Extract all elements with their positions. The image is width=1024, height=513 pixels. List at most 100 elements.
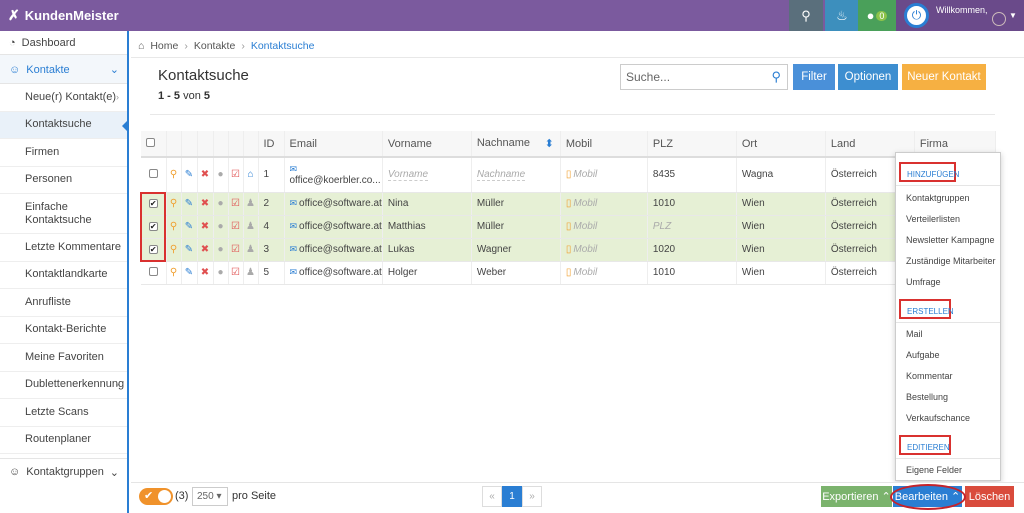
edit-icon[interactable]: ✎	[181, 261, 198, 285]
col-plz[interactable]: PLZ	[647, 131, 737, 158]
user-menu[interactable]: ⏻ Willkommen, ▼	[896, 0, 1024, 31]
sidebar-item-kontaktsuche[interactable]: Kontaktsuche	[0, 111, 129, 139]
selection-highlight	[140, 192, 166, 262]
divider	[150, 114, 995, 115]
sidebar-item-neuer-kontakt[interactable]: Neue(r) Kontakt(e) ›	[0, 84, 127, 112]
table-row[interactable]: ⚲ ✎ ✖ ● ☑ ♟ 5 ✉ office@software.at Holger…	[141, 261, 997, 285]
avatar[interactable]	[992, 12, 1006, 26]
comment-icon[interactable]: ●	[213, 157, 229, 193]
row-checkbox[interactable]: ✔	[141, 192, 167, 216]
pagination: « 1 »	[482, 486, 542, 507]
search-icon[interactable]: ⚲	[166, 157, 182, 193]
trash-icon[interactable]: ✖	[197, 157, 214, 193]
sidebar-item-letzte-kommentare[interactable]: Letzte Kommentare	[0, 234, 127, 262]
task-icon[interactable]: ☑	[228, 261, 244, 285]
next-page[interactable]: »	[522, 486, 542, 507]
col-ort[interactable]: Ort	[736, 131, 826, 158]
search-icon[interactable]: ⚲	[789, 0, 823, 31]
breadcrumb-parent[interactable]: Kontakte	[193, 40, 236, 52]
brand[interactable]: ✗ KundenMeister	[8, 7, 119, 24]
task-icon[interactable]: ☑	[228, 192, 244, 216]
contacts-table: ID Email Vorname Nachname ⬍ Mobil PLZ Ort…	[141, 131, 997, 285]
delete-button[interactable]: Löschen	[965, 486, 1014, 507]
sidebar-item-meine-favoriten[interactable]: Meine Favoriten	[0, 344, 127, 372]
table-row[interactable]: ✔ ⚲ ✎ ✖ ● ☑ ♟ 4 ✉ office@software.at Matt…	[141, 215, 997, 239]
menu-item[interactable]: Verteilerlisten	[906, 214, 961, 224]
breadcrumb-home[interactable]: Home	[150, 40, 179, 52]
export-button[interactable]: Exportieren ⌃	[821, 486, 892, 507]
task-icon[interactable]: ☑	[228, 238, 244, 262]
new-contact-button[interactable]: Neuer Kontakt	[902, 64, 986, 90]
per-page-select[interactable]: 250 ▾	[192, 487, 228, 506]
page-1[interactable]: 1	[502, 486, 522, 507]
menu-item[interactable]: Eigene Felder	[906, 465, 963, 475]
sidebar-item-einfache-kontaktsuche[interactable]: Einfache Kontaktsuche	[0, 194, 127, 234]
breadcrumb-current[interactable]: Kontaktsuche	[250, 40, 315, 52]
sidebar-item-routenplaner[interactable]: Routenplaner	[0, 427, 127, 454]
search-icon[interactable]: ⚲	[166, 215, 182, 239]
menu-item[interactable]: Aufgabe	[906, 350, 940, 360]
menu-item[interactable]: Mail	[906, 329, 923, 339]
sidebar-section-kontakte[interactable]: ☺ Kontakte ⌄	[0, 55, 127, 84]
sidebar-section-kontaktgruppen[interactable]: ☺ Kontaktgruppen ⌄	[0, 458, 127, 485]
row-checkbox[interactable]	[141, 157, 167, 193]
menu-item[interactable]: Kontaktgruppen	[906, 193, 970, 203]
menu-item[interactable]: Zuständige Mitarbeiter	[906, 256, 996, 266]
menu-item[interactable]: Verkaufschance	[906, 413, 971, 423]
sidebar-item-kontakt-berichte[interactable]: Kontakt-Berichte	[0, 317, 127, 344]
search-icon[interactable]: ⚲	[166, 192, 182, 216]
sidebar-item-firmen[interactable]: Firmen	[0, 139, 127, 167]
sidebar-item-dashboard[interactable]: ◔ Dashboard	[0, 31, 127, 55]
table-row[interactable]: ✔ ⚲ ✎ ✖ ● ☑ ♟ 2 ✉ office@software.at Nina…	[141, 192, 997, 216]
comment-icon[interactable]: ●	[213, 261, 229, 285]
edit-icon[interactable]: ✎	[181, 192, 198, 216]
trash-icon[interactable]: ✖	[197, 238, 214, 262]
menu-item[interactable]: Kommentar	[906, 371, 953, 381]
chevron-down-icon[interactable]: ▼	[1009, 11, 1017, 20]
footer-bar: ✔ (3) 250 ▾ pro Seite « 1 » Exportieren …	[131, 482, 1024, 513]
sidebar-item-kontaktlandkarte[interactable]: Kontaktlandkarte	[0, 262, 127, 289]
col-email[interactable]: Email	[284, 131, 383, 158]
edit-icon[interactable]: ✎	[181, 157, 198, 193]
select-all-checkbox[interactable]	[141, 131, 167, 158]
col-vorname[interactable]: Vorname	[382, 131, 472, 158]
table-row[interactable]: ⚲ ✎ ✖ ● ☑ ⌂ 1 ✉ office@koerbler.co... Vor…	[141, 157, 997, 193]
table-row[interactable]: ✔ ⚲ ✎ ✖ ● ☑ ♟ 3 ✉ office@software.at Luka…	[141, 238, 997, 262]
filter-button[interactable]: Filter	[793, 64, 835, 90]
sidebar-item-anrufliste[interactable]: Anrufliste	[0, 289, 127, 317]
bell-icon[interactable]: ♨	[825, 0, 859, 31]
prev-page[interactable]: «	[482, 486, 502, 507]
sidebar-item-personen[interactable]: Personen	[0, 167, 127, 194]
col-mobil[interactable]: Mobil	[560, 131, 648, 158]
chat-badge: 0	[876, 10, 888, 21]
task-icon[interactable]: ☑	[228, 215, 244, 239]
check-icon: ✔	[144, 490, 154, 502]
group-icon: ☺	[9, 466, 21, 478]
select-toggle[interactable]: ✔	[139, 488, 173, 505]
menu-item[interactable]: Newsletter Kampagne	[906, 235, 995, 245]
trash-icon[interactable]: ✖	[197, 215, 214, 239]
menu-item[interactable]: Bestellung	[906, 392, 949, 402]
edit-icon[interactable]: ✎	[181, 238, 198, 262]
search-icon[interactable]: ⚲	[771, 69, 781, 84]
search-icon[interactable]: ⚲	[166, 261, 182, 285]
chat-button[interactable]: ● 0	[858, 0, 896, 31]
trash-icon[interactable]: ✖	[197, 261, 214, 285]
sidebar-item-letzte-scans[interactable]: Letzte Scans	[0, 399, 127, 427]
col-nachname[interactable]: Nachname ⬍	[471, 131, 561, 158]
col-id[interactable]: ID	[258, 131, 285, 158]
trash-icon[interactable]: ✖	[197, 192, 214, 216]
search-input[interactable]: Suche... ⚲	[620, 64, 788, 90]
search-icon[interactable]: ⚲	[166, 238, 182, 262]
options-button[interactable]: Optionen	[838, 64, 898, 90]
comment-icon[interactable]: ●	[213, 215, 229, 239]
task-icon[interactable]: ☑	[228, 157, 244, 193]
menu-item[interactable]: Umfrage	[906, 277, 941, 287]
menu-header-hinzufuegen: HINZUFÜGEN	[899, 162, 959, 182]
power-icon[interactable]: ⏻	[904, 3, 929, 28]
comment-icon[interactable]: ●	[213, 238, 229, 262]
edit-icon[interactable]: ✎	[181, 215, 198, 239]
row-checkbox[interactable]	[141, 261, 167, 285]
comment-icon[interactable]: ●	[213, 192, 229, 216]
sidebar-item-dublettenerkennung[interactable]: Dublettenerkennung ›	[0, 372, 127, 399]
